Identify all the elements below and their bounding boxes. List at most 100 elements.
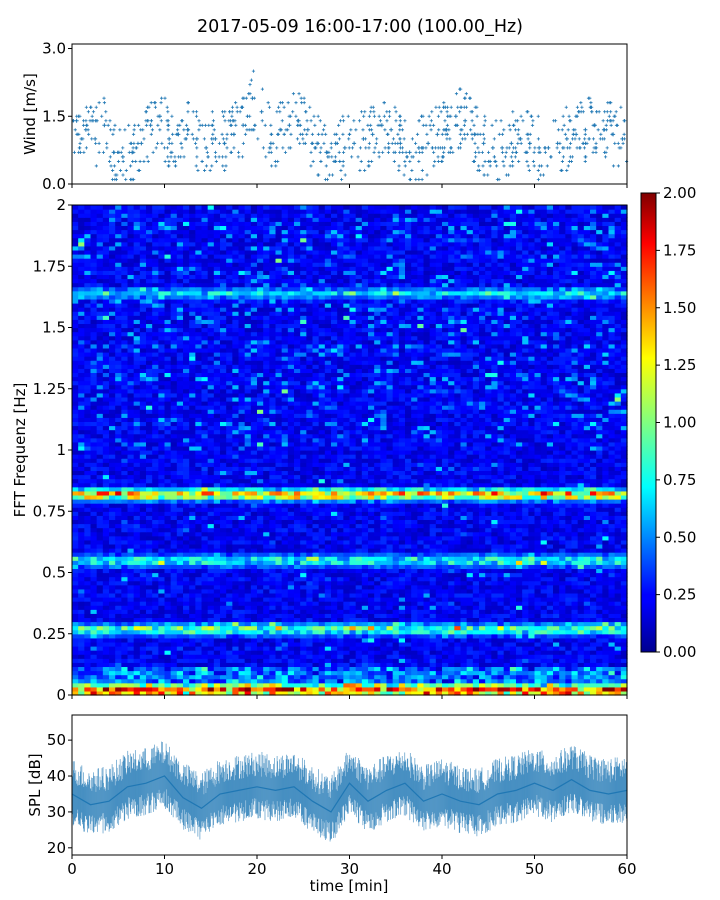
spectrogram-cell <box>269 552 277 557</box>
spectrogram-cell <box>250 511 258 516</box>
spectrogram-cell <box>479 674 486 680</box>
wind-scatter-mark <box>442 146 447 150</box>
spectrogram-cell <box>534 662 542 668</box>
spectrogram-cell <box>361 511 369 516</box>
spectrogram-cell <box>170 629 178 635</box>
wind-scatter-mark <box>240 155 245 159</box>
spectrogram-cell <box>442 617 449 623</box>
spectrogram-cell <box>503 621 511 627</box>
spectrogram-cell <box>281 519 289 525</box>
wind-scatter-mark <box>235 105 239 109</box>
spectrogram-cell <box>337 539 344 545</box>
wind-scatter-mark <box>177 155 181 159</box>
wind-scatter-mark <box>97 141 101 145</box>
spectrogram-cell <box>368 625 375 631</box>
wind-scatter-mark <box>249 78 253 82</box>
spectrogram-cell <box>102 666 110 672</box>
spectrogram-cell <box>244 572 252 578</box>
wind-scatter-mark <box>371 105 375 109</box>
spectrogram-cell <box>257 584 264 590</box>
spectrogram-cell <box>207 515 215 521</box>
spectrogram-cell <box>232 670 240 676</box>
wind-scatter-mark <box>233 119 237 123</box>
spectrogram-cell <box>472 535 480 541</box>
wind-scatter-mark <box>169 150 173 154</box>
spectrogram-cell <box>460 548 468 553</box>
wind-scatter-mark <box>571 128 575 132</box>
spectrogram-cell <box>220 678 227 684</box>
spectrogram-cell <box>540 515 548 521</box>
spectrogram-cell <box>287 617 295 623</box>
spectrogram-cell <box>281 592 289 598</box>
spectrogram-cell <box>195 531 203 537</box>
spectrogram-cell <box>460 568 468 574</box>
spectrogram-cell <box>374 572 381 578</box>
spectrogram-cell <box>78 629 85 635</box>
spectrogram-cell <box>355 539 363 545</box>
spectrogram-cell <box>220 584 227 590</box>
spectrogram-cell <box>540 592 548 598</box>
wind-scatter-mark <box>408 159 412 164</box>
spectrogram-cell <box>503 686 511 692</box>
spectrogram-cell <box>516 609 523 614</box>
spectrogram-cell <box>176 548 184 553</box>
spectrogram-cell <box>115 584 122 590</box>
wind-scatter-mark <box>359 159 363 164</box>
spectrogram-cell <box>139 678 147 684</box>
spectrogram-cell <box>115 576 122 582</box>
wind-scatter-mark <box>521 119 525 123</box>
spectrogram-cell <box>361 515 369 521</box>
spectrogram-cell <box>559 674 566 680</box>
spectrogram-cell <box>491 572 499 578</box>
spectrogram-cell <box>540 576 548 582</box>
spectrogram-cell <box>583 543 591 549</box>
spectrogram-cell <box>318 633 326 639</box>
spectrogram-cell <box>146 670 153 676</box>
spectrogram-cell <box>491 609 499 614</box>
spectrogram-cell <box>522 646 529 651</box>
spectrogram-cell <box>232 682 240 688</box>
spectrogram-cell <box>337 678 344 684</box>
spectrogram-cell <box>577 588 585 594</box>
spectrogram-cell <box>565 662 573 668</box>
spectrogram-cell <box>368 686 375 692</box>
spectrogram-cell <box>546 674 554 680</box>
spectrogram-cell <box>596 625 603 631</box>
spectrogram-cell <box>491 576 499 582</box>
wind-scatter-mark <box>308 105 312 109</box>
wind-scatter-mark <box>622 132 626 136</box>
spectrogram-cell <box>232 637 240 643</box>
spectrogram-cell <box>269 531 277 537</box>
spectrogram-cell <box>318 576 326 582</box>
spectrogram-cell <box>485 666 492 672</box>
spectrogram-cell <box>195 548 203 553</box>
spectrogram-cell <box>72 646 79 651</box>
spectrogram-cell <box>571 588 579 594</box>
spectrogram-cell <box>522 674 529 680</box>
spectrogram-cell <box>417 543 425 549</box>
spectrogram-cell <box>257 597 264 602</box>
spectrogram-cell <box>423 682 431 688</box>
spectrogram-cell <box>546 531 554 537</box>
spectrogram-cell <box>263 654 270 659</box>
spectrogram-cell <box>423 564 431 570</box>
spectrogram-cell <box>620 539 628 545</box>
spectrogram-cell <box>565 588 573 594</box>
spectrogram-cell <box>528 621 536 627</box>
spectrogram-cell <box>620 560 628 565</box>
wind-scatter-mark <box>245 114 250 118</box>
spectrogram-cell <box>497 535 505 541</box>
spectrogram-cell <box>454 662 462 668</box>
wind-scatter-mark <box>114 177 119 182</box>
spectrogram-cell <box>84 584 92 590</box>
spectrogram-cell <box>577 539 585 545</box>
wind-scatter-mark <box>516 119 520 123</box>
wind-scatter-mark <box>570 137 575 141</box>
wind-scatter-mark <box>94 105 98 109</box>
spectrogram-cell <box>195 641 203 647</box>
wind-scatter-mark <box>347 137 351 141</box>
spectrogram-cell <box>596 637 603 643</box>
spectrogram-cell <box>429 539 437 545</box>
spectrogram-cell <box>479 527 486 533</box>
spectrogram-cell <box>491 592 499 598</box>
